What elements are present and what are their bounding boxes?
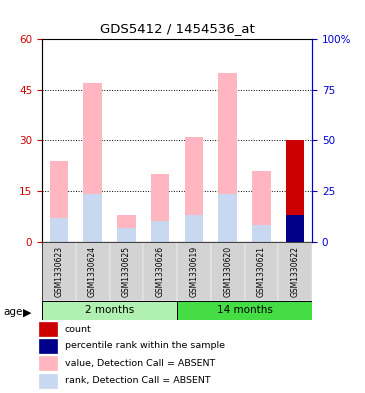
Bar: [185, 215, 203, 242]
Bar: [117, 215, 136, 242]
Bar: [286, 215, 304, 242]
Bar: [185, 137, 203, 242]
Text: 14 months: 14 months: [216, 305, 273, 316]
Bar: [83, 195, 102, 242]
Text: GSM1330626: GSM1330626: [155, 246, 165, 297]
Bar: [39, 338, 57, 353]
Text: GSM1330625: GSM1330625: [122, 246, 131, 297]
Bar: [117, 228, 136, 242]
Bar: [50, 218, 68, 242]
Bar: [245, 242, 278, 301]
Bar: [151, 221, 169, 242]
Text: GSM1330622: GSM1330622: [291, 246, 300, 297]
Bar: [278, 242, 312, 301]
Text: age: age: [4, 307, 23, 318]
Text: percentile rank within the sample: percentile rank within the sample: [65, 341, 225, 350]
Bar: [143, 242, 177, 301]
Bar: [252, 171, 271, 242]
Bar: [42, 242, 76, 301]
Text: value, Detection Call = ABSENT: value, Detection Call = ABSENT: [65, 359, 215, 368]
Text: rank, Detection Call = ABSENT: rank, Detection Call = ABSENT: [65, 376, 211, 386]
Bar: [151, 174, 169, 242]
Bar: [110, 242, 143, 301]
Bar: [39, 374, 57, 388]
Bar: [39, 322, 57, 336]
Bar: [218, 73, 237, 242]
Bar: [50, 161, 68, 242]
Bar: [218, 195, 237, 242]
Text: GSM1330624: GSM1330624: [88, 246, 97, 297]
Text: 2 months: 2 months: [85, 305, 134, 316]
Text: GSM1330620: GSM1330620: [223, 246, 232, 297]
Text: GSM1330619: GSM1330619: [189, 246, 199, 297]
Title: GDS5412 / 1454536_at: GDS5412 / 1454536_at: [100, 22, 254, 35]
Bar: [211, 242, 245, 301]
Bar: [177, 301, 312, 320]
Bar: [39, 356, 57, 370]
Text: ▶: ▶: [23, 307, 32, 318]
Bar: [286, 140, 304, 242]
Bar: [76, 242, 110, 301]
Bar: [42, 301, 177, 320]
Bar: [177, 242, 211, 301]
Bar: [252, 225, 271, 242]
Text: count: count: [65, 325, 92, 334]
Bar: [83, 83, 102, 242]
Text: GSM1330623: GSM1330623: [54, 246, 64, 297]
Text: GSM1330621: GSM1330621: [257, 246, 266, 297]
